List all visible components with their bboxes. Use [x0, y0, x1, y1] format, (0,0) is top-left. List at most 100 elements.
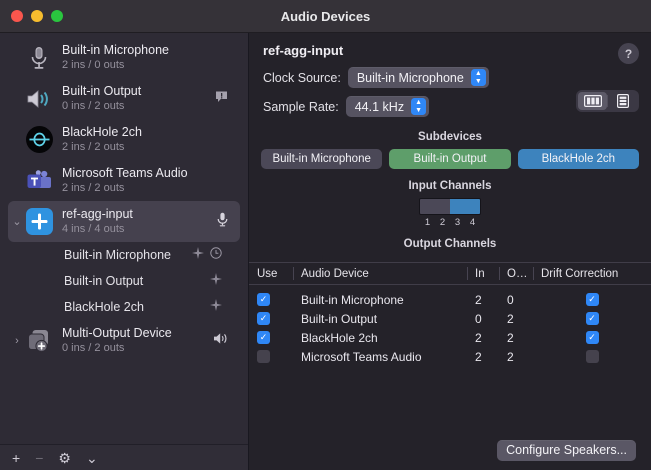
device-row-microsoft-teams-audio[interactable]: Microsoft Teams Audio 2 ins / 2 outs — [8, 160, 240, 201]
configure-speakers-button[interactable]: Configure Speakers... — [497, 439, 636, 461]
drift-cell: ✓ — [533, 309, 651, 328]
clock-source-select[interactable]: Built-in Microphone ▲ ▼ — [347, 67, 489, 88]
table-row[interactable]: Microsoft Teams Audio 2 2 — [249, 347, 651, 366]
drift-correction-checkbox[interactable]: ✓ — [585, 293, 599, 306]
chevron-right-icon[interactable]: › — [15, 334, 19, 347]
drift-cell: ✓ — [533, 328, 651, 347]
device-cell: Built-in Microphone — [301, 292, 404, 307]
title-bar: Audio Devices — [0, 0, 651, 33]
table-row[interactable]: ✓ Built-in Output 0 2 ✓ — [249, 309, 651, 328]
chevron-updown-icon: ▲ ▼ — [470, 69, 486, 86]
clock-icon — [210, 246, 222, 264]
use-cell: ✓ — [249, 290, 293, 309]
subdevice-pill-built-in-output[interactable]: Built-in Output — [389, 149, 511, 169]
subdevice-name: Built-in Microphone — [64, 248, 171, 262]
drift-correction-checkbox[interactable]: ✓ — [585, 312, 599, 325]
clock-source-row: Clock Source: Built-in Microphone ▲ ▼ — [263, 67, 637, 88]
device-cell: BlackHole 2ch — [301, 330, 378, 345]
column-header-drift-correction[interactable]: Drift Correction — [533, 263, 651, 284]
table-header-row: Use Audio Device In O… Drift Correction — [249, 263, 651, 285]
device-name: Microsoft Teams Audio — [62, 166, 188, 180]
device-list[interactable]: Built-in Microphone 2 ins / 0 outs — [0, 33, 248, 444]
page-title: ref-agg-input — [263, 43, 344, 58]
use-checkbox[interactable]: ✓ — [257, 293, 270, 306]
view-toggle-segmented-control[interactable] — [576, 90, 639, 112]
action-gear-button[interactable]: ⚙ — [58, 449, 71, 466]
subdevice-pill-blackhole-2ch[interactable]: BlackHole 2ch — [517, 149, 639, 169]
use-checkbox[interactable]: ✓ — [257, 331, 270, 344]
device-accessories — [215, 90, 240, 108]
device-row-built-in-microphone[interactable]: Built-in Microphone 2 ins / 0 outs — [8, 37, 240, 78]
device-row-blackhole-2ch[interactable]: BlackHole 2ch 2 ins / 2 outs — [8, 119, 240, 160]
alert-bubble-icon — [215, 90, 228, 108]
output-channels-label: Output Channels — [403, 238, 497, 250]
help-button[interactable]: ? — [618, 43, 639, 64]
use-cell — [249, 347, 293, 366]
device-name: BlackHole 2ch — [62, 125, 142, 139]
subdevices-label: Subdevices — [418, 131, 482, 143]
action-chevron-button[interactable]: ⌄ — [85, 449, 98, 466]
device-info: BlackHole 2ch 2 ins / 2 outs — [62, 125, 228, 154]
subdevice-name: Built-in Output — [64, 274, 144, 288]
columns-view-icon[interactable] — [578, 92, 607, 110]
chevron-down-icon[interactable]: ⌄ — [12, 215, 22, 228]
subdevice-accessories — [192, 246, 240, 264]
subdevice-row-built-in-output[interactable]: Built-in Output — [8, 268, 240, 294]
out-cell: 0 — [507, 292, 514, 307]
column-header-in[interactable]: In — [467, 263, 499, 284]
subdevice-pill-built-in-microphone[interactable]: Built-in Microphone — [261, 149, 383, 169]
microphone-icon — [24, 43, 54, 73]
zoom-button[interactable] — [51, 10, 63, 22]
device-name: ref-agg-input — [62, 207, 133, 221]
input-channel-strip[interactable] — [261, 198, 639, 215]
drift-correction-checkbox[interactable]: ✓ — [585, 331, 599, 344]
sample-rate-label: Sample Rate: — [263, 99, 339, 114]
subdevice-table: Use Audio Device In O… Drift Correction … — [249, 262, 651, 430]
input-channel-number-4: 4 — [469, 217, 476, 228]
subdevice-accessories — [210, 272, 240, 290]
device-cell: Microsoft Teams Audio — [301, 349, 422, 364]
column-header-out[interactable]: O… — [499, 263, 533, 284]
device-channels: 4 ins / 4 outs — [62, 223, 125, 235]
traffic-light-group — [0, 10, 63, 22]
subdevice-accessories — [210, 298, 240, 316]
remove-device-button[interactable]: − — [35, 449, 44, 466]
aggregate-device-icon — [24, 207, 54, 237]
device-row-multi-output-device[interactable]: › Multi-Output Device 0 ins / 2 outs — [8, 320, 240, 361]
subdevice-row-built-in-microphone[interactable]: Built-in Microphone — [8, 242, 240, 268]
sidebar-toolbar: + − ⚙ ⌄ — [0, 444, 248, 470]
input-channel-3[interactable] — [450, 199, 465, 214]
device-cell: Built-in Output — [301, 311, 378, 326]
device-channels: 2 ins / 2 outs — [62, 182, 125, 194]
input-channel-number-1: 1 — [424, 217, 431, 228]
input-channel-2[interactable] — [435, 199, 450, 214]
table-row[interactable]: ✓ Built-in Microphone 2 0 ✓ — [249, 290, 651, 309]
column-header-audio-device[interactable]: Audio Device — [293, 263, 467, 284]
list-view-icon[interactable] — [608, 92, 637, 110]
device-name: Built-in Microphone — [62, 43, 169, 57]
device-row-ref-agg-input[interactable]: ⌄ ref-agg-input 4 ins / 4 outs — [8, 201, 240, 242]
use-checkbox[interactable] — [257, 350, 270, 363]
drift-cell — [533, 347, 651, 366]
device-info: Microsoft Teams Audio 2 ins / 2 outs — [62, 166, 228, 195]
input-channel-1[interactable] — [420, 199, 435, 214]
sparkle-icon — [210, 272, 222, 290]
subdevice-row-blackhole-2ch[interactable]: BlackHole 2ch — [8, 294, 240, 320]
input-channel-boxes — [419, 198, 481, 215]
speaker-icon — [24, 84, 54, 114]
device-channels: 2 ins / 2 outs — [62, 141, 125, 153]
column-header-use[interactable]: Use — [257, 267, 278, 280]
clock-source-value: Built-in Microphone — [356, 70, 464, 85]
close-button[interactable] — [11, 10, 23, 22]
in-cell: 2 — [475, 292, 482, 307]
sample-rate-select[interactable]: 44.1 kHz ▲ ▼ — [345, 96, 430, 117]
input-channel-4[interactable] — [465, 199, 480, 214]
table-row[interactable]: ✓ BlackHole 2ch 2 2 ✓ — [249, 328, 651, 347]
minimize-button[interactable] — [31, 10, 43, 22]
drift-correction-checkbox[interactable] — [585, 350, 599, 363]
device-row-built-in-output[interactable]: Built-in Output 0 ins / 2 outs — [8, 78, 240, 119]
use-checkbox[interactable]: ✓ — [257, 312, 270, 325]
use-cell: ✓ — [249, 328, 293, 347]
add-device-button[interactable]: + — [12, 449, 21, 466]
